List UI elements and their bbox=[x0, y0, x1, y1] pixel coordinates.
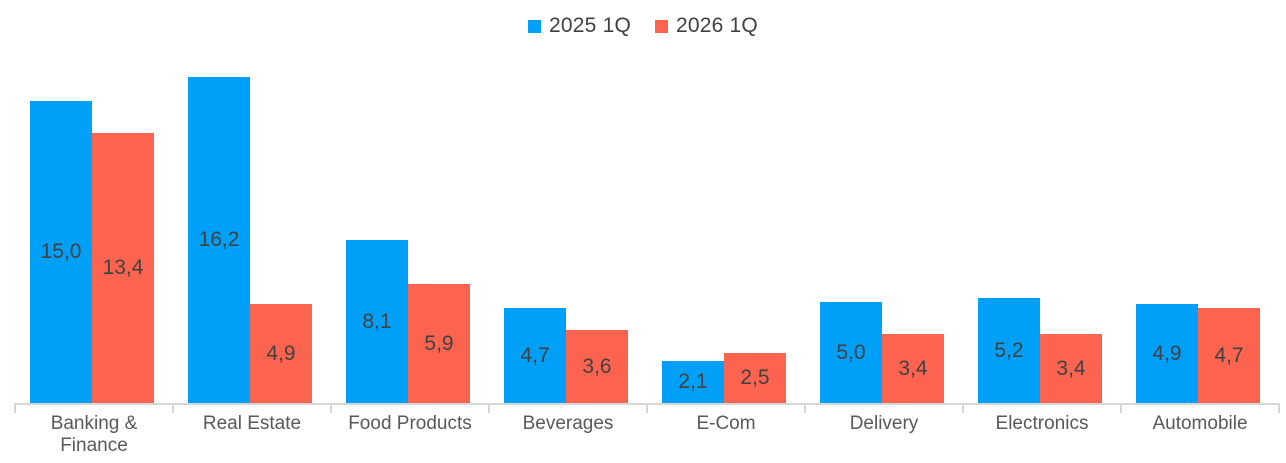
category-label-text: Banking & Finance bbox=[50, 413, 138, 457]
bar-group: 4,9 4,7 bbox=[1121, 0, 1279, 403]
chart-legend: 2025 1Q 2026 1Q bbox=[0, 14, 1286, 38]
axis-tick bbox=[488, 403, 490, 413]
bar-group: 5,2 3,4 bbox=[963, 0, 1121, 403]
bar-value-label: 4,9 bbox=[1152, 341, 1182, 365]
bar-group: 16,2 4,9 bbox=[173, 0, 331, 403]
category-label-text: Electronics bbox=[995, 413, 1089, 434]
axis-tick bbox=[804, 403, 806, 413]
legend-label-2026-1q: 2026 1Q bbox=[676, 14, 758, 37]
bar-2026-1q: 13,4 bbox=[92, 133, 154, 403]
bar-2026-1q: 4,7 bbox=[1198, 308, 1260, 403]
bar-2026-1q: 3,6 bbox=[566, 330, 628, 403]
category-label-text: Delivery bbox=[849, 413, 919, 434]
bar-group: 2,1 2,5 bbox=[647, 0, 805, 403]
bar-2025-1q: 5,0 bbox=[820, 302, 882, 403]
category-label-text: Beverages bbox=[522, 413, 614, 434]
axis-tick bbox=[1120, 403, 1122, 413]
bar-2025-1q: 4,7 bbox=[504, 308, 566, 403]
bar-2025-1q: 2,1 bbox=[662, 361, 724, 403]
legend-item-2026-1q: 2026 1Q bbox=[655, 14, 758, 38]
category-label-text: Real Estate bbox=[202, 413, 302, 434]
category-label: Real Estate bbox=[173, 413, 331, 458]
bar-value-label: 4,7 bbox=[1214, 343, 1244, 367]
bar-value-label: 8,1 bbox=[362, 309, 392, 333]
bar-2025-1q: 8,1 bbox=[346, 240, 408, 403]
bar-2025-1q: 5,2 bbox=[978, 298, 1040, 403]
bar-value-label: 3,4 bbox=[1056, 356, 1086, 380]
bar-2026-1q: 5,9 bbox=[408, 284, 470, 403]
category-label: Electronics bbox=[963, 413, 1121, 458]
bar-2025-1q: 4,9 bbox=[1136, 304, 1198, 403]
category-label-text: Food Products bbox=[348, 413, 472, 434]
axis-tick bbox=[172, 403, 174, 413]
bar-value-label: 16,2 bbox=[198, 228, 240, 251]
bar-value-label: 3,6 bbox=[582, 354, 612, 378]
bar-value-label: 3,4 bbox=[898, 356, 928, 380]
bar-2026-1q: 4,9 bbox=[250, 304, 312, 403]
bar-value-label: 4,7 bbox=[520, 343, 550, 367]
bar-2026-1q: 2,5 bbox=[724, 353, 786, 403]
category-label: Delivery bbox=[805, 413, 963, 458]
bar-value-label: 13,4 bbox=[102, 256, 144, 279]
legend-swatch-red-icon bbox=[655, 19, 668, 33]
legend-swatch-blue-icon bbox=[528, 19, 542, 33]
axis-tick bbox=[962, 403, 964, 413]
category-label-text: Automobile bbox=[1152, 413, 1248, 434]
category-label: Automobile bbox=[1121, 413, 1279, 458]
axis-tick bbox=[330, 403, 332, 413]
bar-value-label: 5,2 bbox=[994, 338, 1024, 362]
axis-tick bbox=[646, 403, 648, 413]
axis-tick bbox=[14, 403, 16, 413]
category-axis-labels: Banking & Finance Real Estate Food Product… bbox=[15, 413, 1279, 458]
bar-group: 5,0 3,4 bbox=[805, 0, 963, 403]
bar-2026-1q: 3,4 bbox=[882, 334, 944, 403]
plot-area: 15,0 13,4 16,2 4,9 8,1 5,9 4,7 3,6 2,1 2,5 5,0 3,4 5… bbox=[15, 0, 1279, 403]
bar-2026-1q: 3,4 bbox=[1040, 334, 1102, 403]
bar-value-label: 2,1 bbox=[678, 370, 708, 393]
bar-value-label: 4,9 bbox=[266, 341, 296, 365]
bar-group: 15,0 13,4 bbox=[15, 0, 173, 403]
bar-group: 4,7 3,6 bbox=[489, 0, 647, 403]
bar-group: 8,1 5,9 bbox=[331, 0, 489, 403]
category-label: E-Com bbox=[647, 413, 805, 458]
category-label: Banking & Finance bbox=[15, 413, 173, 458]
axis-tick bbox=[1278, 403, 1280, 413]
bar-value-label: 15,0 bbox=[40, 240, 82, 263]
bar-value-label: 5,9 bbox=[424, 331, 454, 355]
category-label: Beverages bbox=[489, 413, 647, 458]
category-label-text: E-Com bbox=[696, 413, 756, 434]
category-label: Food Products bbox=[331, 413, 489, 458]
bar-2025-1q: 16,2 bbox=[188, 77, 250, 403]
bar-value-label: 5,0 bbox=[836, 340, 866, 364]
legend-item-2025-1q: 2025 1Q bbox=[528, 14, 631, 38]
legend-label-2025-1q: 2025 1Q bbox=[549, 14, 631, 37]
bar-value-label: 2,5 bbox=[740, 366, 770, 389]
bar-2025-1q: 15,0 bbox=[30, 101, 92, 403]
